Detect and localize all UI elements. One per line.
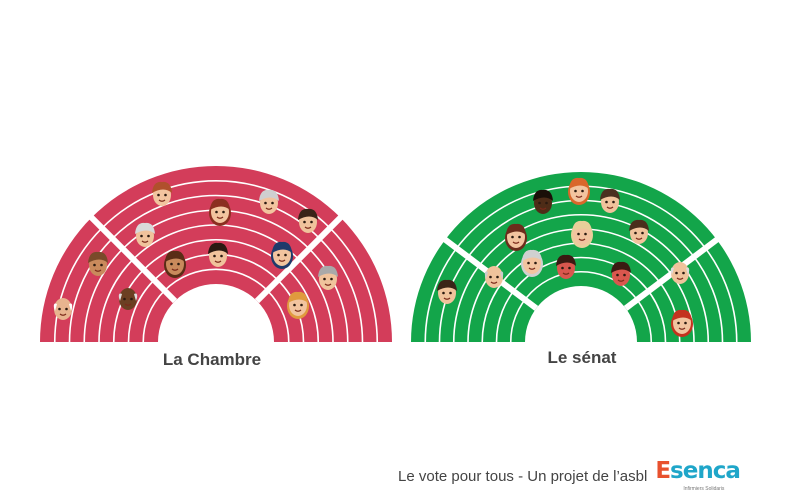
face-red-face-man [611,261,631,286]
face-grey-man [318,265,338,290]
seat-row-line [53,179,379,343]
senate-hemicycle [411,172,751,343]
chamber-label: La Chambre [162,350,262,369]
face-dark-skin-bald-man [118,288,138,310]
esenca-logo: Esenca Infirmiers Solidaris [655,456,741,496]
section-divider [254,214,344,304]
face-red-face-woman [556,254,576,279]
face-bald-glasses-man [53,298,73,320]
face-hijab-woman [271,241,293,269]
logo-subtitle: Infirmiers Solidaris [683,486,725,492]
face-grey-woman [521,249,543,277]
face-man-glasses [600,188,620,213]
chamber-hemicycle [40,166,392,343]
footer: Le vote pour tous - Un projet de l’asbl … [398,456,741,496]
senate-label: Le sénat [547,348,617,367]
face-grey-beard-man [135,222,155,247]
face-dark-hair-man [298,208,318,233]
face-bald-old-man [670,262,690,284]
seat-row-line [452,214,710,343]
face-young-man [437,279,457,304]
face-blonde-woman [571,220,593,248]
section-divider [88,214,178,304]
face-old-man-glasses [484,266,504,288]
face-brown-hair-man [629,219,649,244]
face-red-hair-woman [209,198,231,226]
face-old-woman [259,189,279,214]
face-red-hair-woman [671,309,693,337]
face-curly-woman [164,250,186,278]
seat-row-line [68,194,364,343]
face-bearded-man [88,251,108,276]
footer-text: Le vote pour tous - Un projet de l’asbl [398,467,648,485]
face-woman-brown-hair [505,223,527,251]
seat-row-line [495,256,667,343]
face-black-hair-man [208,242,228,267]
face-blonde-woman [287,291,309,319]
face-red-glasses-man [152,181,172,206]
face-dark-skin-man [533,189,553,214]
face-ginger-woman [568,177,590,205]
seat-row-line [142,268,290,343]
seat-row-line [509,270,653,343]
logo-wordmark: Esenca [655,458,741,484]
